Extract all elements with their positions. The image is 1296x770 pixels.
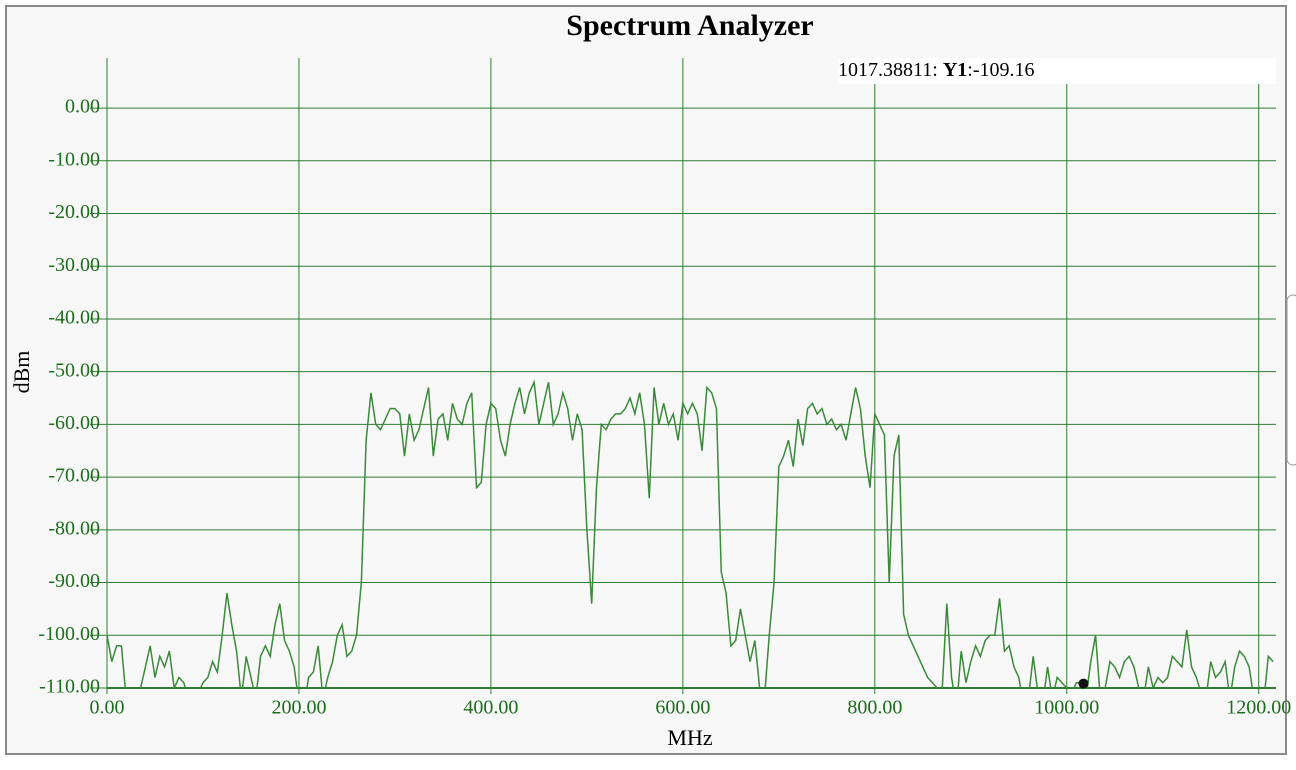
y-tick-label: 0.00 (65, 96, 100, 118)
x-tick-label: 800.00 (847, 697, 902, 719)
chart-frame (5, 5, 1287, 755)
readout-series: Y1 (943, 59, 967, 81)
x-tick-label: 600.00 (655, 697, 710, 719)
y-tick-label: -60.00 (48, 412, 100, 434)
x-tick-label: 1200.00 (1226, 697, 1291, 719)
x-axis-label: MHz (667, 725, 712, 750)
y-tick-label: -70.00 (48, 465, 100, 487)
x-tick-label: 1000.00 (1034, 697, 1099, 719)
readout-y: :-109.16 (967, 59, 1034, 81)
y-tick-label: -90.00 (48, 570, 100, 592)
y-tick-label: -40.00 (48, 307, 100, 329)
x-tick-label: 0.00 (90, 697, 125, 719)
y-tick-label: -30.00 (48, 254, 100, 276)
marker-dot (1078, 678, 1089, 689)
y-tick-label: -80.00 (48, 517, 100, 539)
y-axis-label: dBm (9, 351, 34, 394)
y-tick-label: -110.00 (39, 676, 100, 698)
x-tick-label: 200.00 (271, 697, 326, 719)
marker-readout: 1017.38811: Y1:-109.16 (838, 59, 1035, 81)
readout-box (838, 58, 1276, 84)
side-tab[interactable] (1286, 294, 1296, 466)
x-tick-label: 400.00 (463, 697, 518, 719)
y-tick-label: -10.00 (48, 148, 100, 170)
y-tick-label: -20.00 (48, 201, 100, 223)
readout-x: 1017.38811: (838, 59, 943, 81)
chart-title: Spectrum Analyzer (566, 9, 813, 42)
y-tick-label: -100.00 (38, 623, 100, 645)
y-tick-label: -50.00 (48, 359, 100, 381)
